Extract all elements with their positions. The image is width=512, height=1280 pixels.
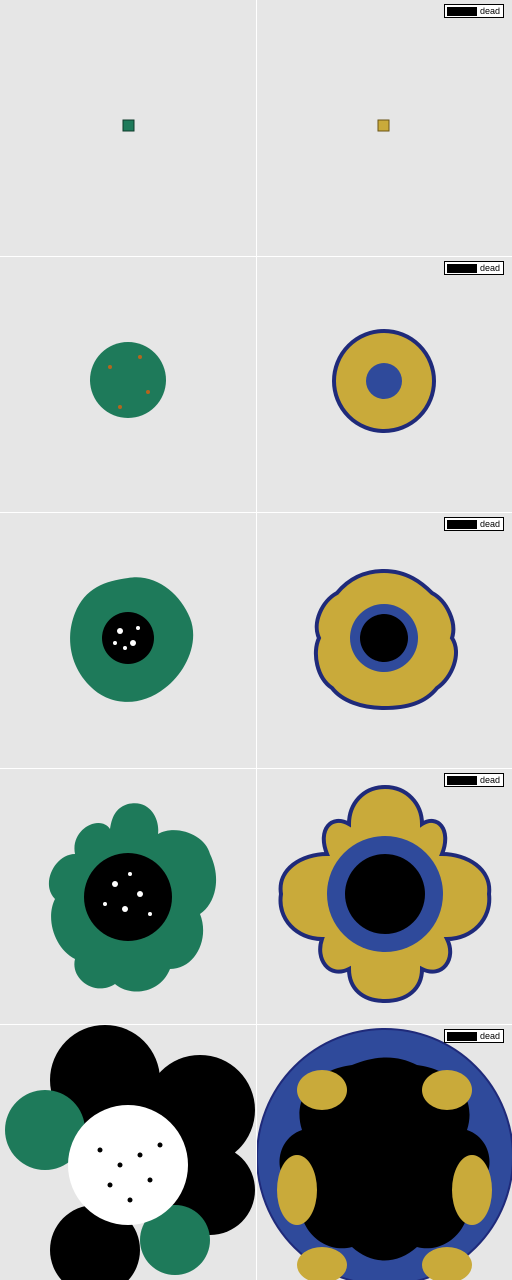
legend: dead	[443, 261, 504, 275]
panel-agent-row-3	[0, 512, 256, 768]
continuum-plot-4	[278, 784, 492, 1004]
panel-agent-row-2	[0, 256, 256, 512]
continuum-plot-5	[257, 1028, 512, 1280]
legend-swatch-dead	[446, 775, 477, 785]
legend: dead	[443, 4, 504, 18]
panel-agent-row-4	[0, 768, 256, 1024]
legend-label: dead	[479, 263, 500, 273]
legend-label: dead	[479, 1031, 500, 1041]
panel-continuum-row-4: dead	[256, 768, 512, 1024]
panel-continuum-row-5: dead	[256, 1024, 512, 1280]
continuum-plot-1	[377, 119, 390, 132]
agent-plot-1	[122, 119, 135, 132]
legend-swatch-dead	[446, 519, 477, 529]
legend-swatch-dead	[446, 1031, 477, 1041]
panel-agent-row-1	[0, 0, 256, 256]
agent-plot-3	[70, 577, 194, 702]
agent-plot-4	[48, 803, 217, 992]
legend-label: dead	[479, 6, 500, 16]
continuum-plot-3	[313, 568, 458, 711]
panel-agent-row-5	[0, 1024, 256, 1280]
legend-label: dead	[479, 775, 500, 785]
legend: dead	[443, 1029, 504, 1043]
panel-continuum-row-3: dead	[256, 512, 512, 768]
panel-continuum-row-1: dead	[256, 0, 512, 256]
legend: dead	[443, 517, 504, 531]
agent-plot-5	[5, 1025, 255, 1280]
legend: dead	[443, 773, 504, 787]
panel-continuum-row-2: dead	[256, 256, 512, 512]
legend-swatch-dead	[446, 6, 477, 16]
legend-swatch-dead	[446, 263, 477, 273]
continuum-plot-2	[332, 329, 436, 433]
agent-plot-2	[90, 342, 166, 418]
legend-label: dead	[479, 519, 500, 529]
